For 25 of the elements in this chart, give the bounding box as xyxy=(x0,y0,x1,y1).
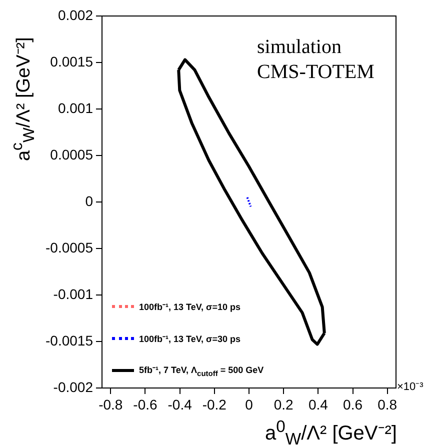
x-tick-label: -0.8 xyxy=(98,396,123,412)
legend-label: 100fb⁻¹, 13 TeV, σ=10 ps xyxy=(139,300,240,312)
y-tick-label: 0.0015 xyxy=(50,53,94,70)
legend-label: 100fb⁻¹, 13 TeV, σ=30 ps xyxy=(139,332,240,344)
y-tick-label: -0.002 xyxy=(53,378,94,395)
x-tick-label: 0.2 xyxy=(274,396,294,412)
y-tick-label: 0 xyxy=(85,192,94,209)
x-tick-label: -0.6 xyxy=(133,396,158,412)
y-tick-label: -0.0005 xyxy=(46,239,94,256)
x-tick-label: 0.8 xyxy=(378,396,398,412)
y-tick-label: 0.002 xyxy=(58,6,94,23)
x-tick-label: -0.2 xyxy=(202,396,227,412)
annotation: CMS-TOTEM xyxy=(257,61,375,83)
x-tick-label: 0.4 xyxy=(308,396,328,412)
x-tick-label: 0 xyxy=(245,396,254,412)
y-tick-label: 0.001 xyxy=(58,100,94,116)
y-tick-label: -0.001 xyxy=(53,286,94,302)
x-axis-title: a$^{0}$$_{W}$/Λ² [GeV⁻²] xyxy=(264,417,397,447)
y-tick-label: 0.0005 xyxy=(50,146,94,162)
text: ×10⁻³ xyxy=(397,381,424,393)
annotation: simulation xyxy=(257,36,342,58)
x-tick-label: -0.4 xyxy=(168,396,192,412)
x-tick-label: 0.6 xyxy=(343,396,363,412)
legend-label: 5fb⁻¹, 7 TeV, Λ$_{cutoff}$ = 500 GeV xyxy=(139,364,264,378)
y-tick-label: -0.0015 xyxy=(46,332,94,348)
